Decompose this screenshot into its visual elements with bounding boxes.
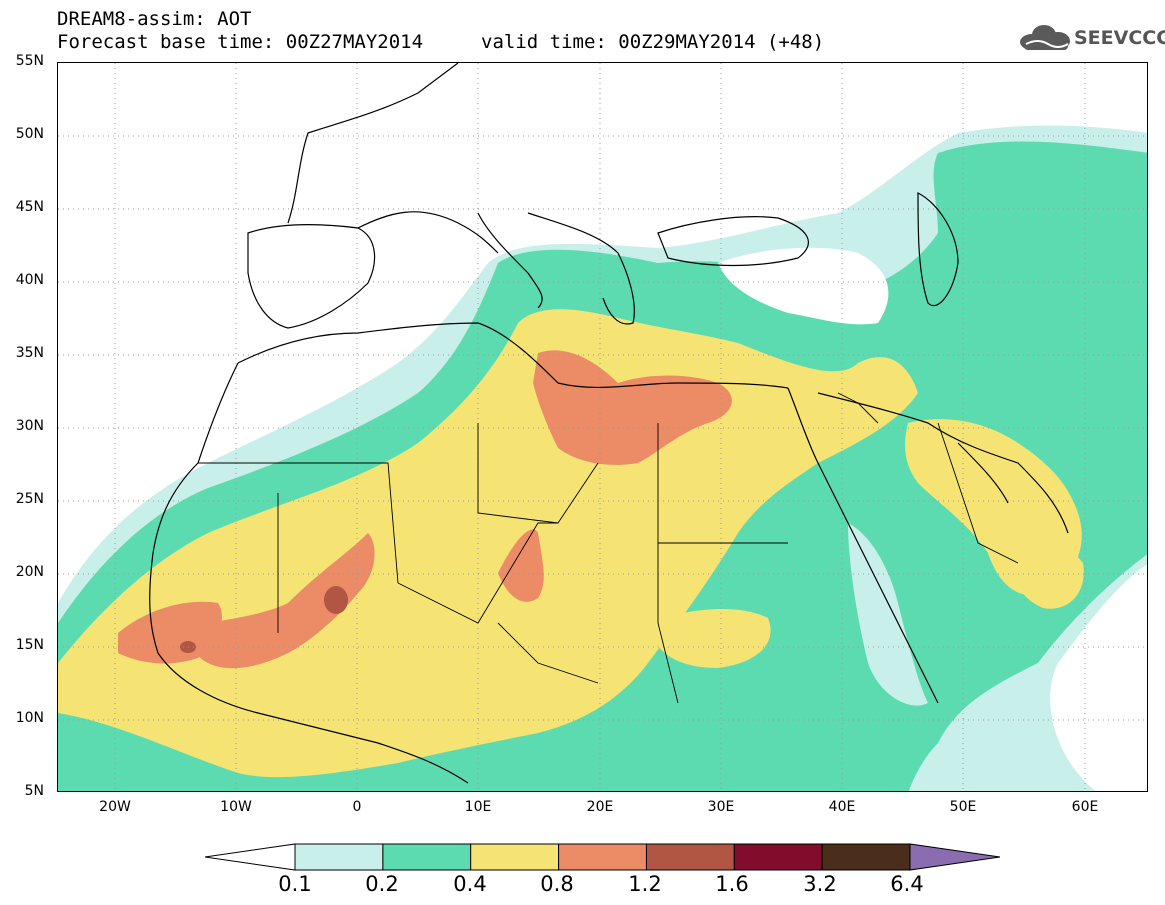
aot-map [57, 62, 1148, 792]
aot-gap-turkey [718, 247, 889, 325]
colorbar-segment [821, 843, 911, 871]
legend-label-3.2: 3.2 [803, 872, 837, 896]
lon-label-10e: 10E [464, 799, 492, 815]
lat-label-55n: 55N [15, 53, 44, 69]
lat-label-5n: 5N [24, 783, 44, 799]
valid-time: valid time: 00Z29MAY2014 (+48) [481, 31, 825, 53]
borders [198, 392, 1019, 704]
lat-label-50n: 50N [15, 126, 44, 142]
lon-label-40e: 40E [828, 799, 856, 815]
lon-label-0: 0 [352, 799, 362, 815]
lat-label-20n: 20N [15, 564, 44, 580]
colorbar-under-triangle [205, 843, 296, 871]
lat-label-30n: 30N [15, 418, 44, 434]
legend-label-1.2: 1.2 [628, 872, 662, 896]
colorbar [205, 843, 1000, 871]
cloud-logo-icon [1020, 25, 1070, 50]
lon-label-20w: 20W [99, 799, 131, 815]
lat-label-35n: 35N [15, 345, 44, 361]
lon-label-10w: 10W [220, 799, 252, 815]
lon-label-60e: 60E [1071, 799, 1099, 815]
colorbar-over-triangle [909, 843, 1000, 871]
colorbar-segment [558, 843, 648, 871]
aot-region-0.4-oman [1008, 539, 1084, 609]
legend-label-0.2: 0.2 [365, 872, 399, 896]
lon-label-50e: 50E [949, 799, 977, 815]
coastlines [149, 63, 1069, 784]
logo-text: SEEVCCC [1074, 27, 1165, 49]
colorbar-segment [733, 843, 823, 871]
colorbar-segments [294, 843, 911, 871]
colorbar-segment [382, 843, 472, 871]
aot-map-canvas [58, 63, 1147, 791]
lat-label-25n: 25N [15, 491, 44, 507]
lat-label-40n: 40N [15, 272, 44, 288]
aot-region-1.2-mali [324, 586, 348, 614]
lon-label-30e: 30E [707, 799, 735, 815]
lon-label-20e: 20E [586, 799, 614, 815]
legend-label-0.4: 0.4 [453, 872, 487, 896]
forecast-base-time: Forecast base time: 00Z27MAY2014 [57, 31, 424, 53]
aot-region-0.8-west [118, 601, 222, 664]
legend-label-6.4: 6.4 [890, 872, 924, 896]
aot-region-0.4-sudan [648, 608, 771, 668]
legend-label-0.8: 0.8 [540, 872, 574, 896]
lat-label-15n: 15N [15, 637, 44, 653]
lat-label-10n: 10N [15, 710, 44, 726]
lat-label-45n: 45N [15, 199, 44, 215]
legend-label-0.1: 0.1 [278, 872, 312, 896]
legend-label-1.6: 1.6 [715, 872, 749, 896]
colorbar-segment [294, 843, 384, 871]
aot-region-0.8-chad [498, 529, 544, 602]
colorbar-segment [645, 843, 735, 871]
aot-region-0.4 [58, 309, 918, 778]
aot-region-0.8-libya [533, 350, 732, 465]
aot-gap-red-sea [848, 523, 928, 706]
aot-region-0.8-mali [193, 533, 375, 669]
map-title: DREAM8-assim: AOT [57, 8, 252, 30]
colorbar-segment [470, 843, 560, 871]
